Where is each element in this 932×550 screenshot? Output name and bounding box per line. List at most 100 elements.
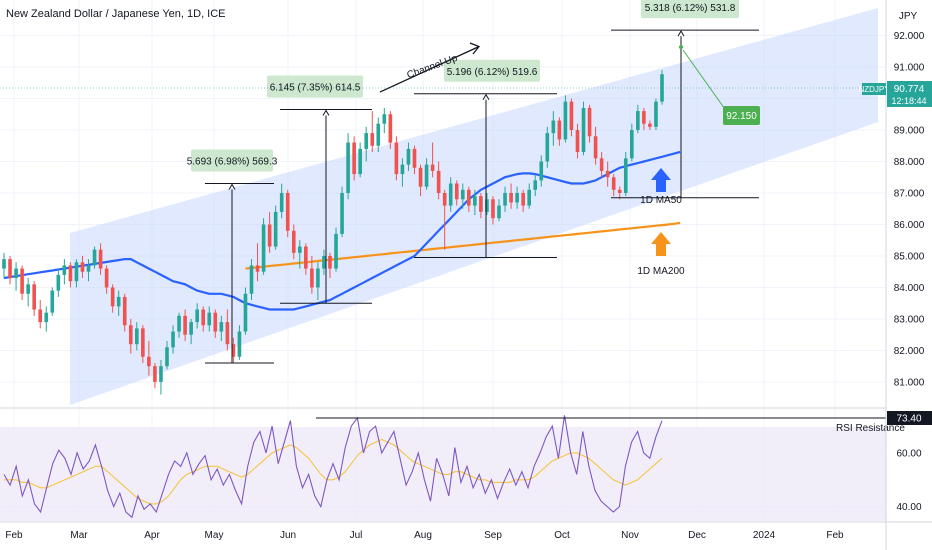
- candle-body: [569, 101, 574, 130]
- candle-body: [273, 211, 278, 247]
- candle-body: [442, 192, 447, 206]
- time-tick-label: May: [205, 530, 224, 541]
- rsi-line: [3, 415, 663, 519]
- price-tick-label: 87.000: [894, 188, 925, 199]
- candle-body: [8, 259, 12, 279]
- time-tick-label: 2024: [753, 530, 776, 541]
- price-tick-label: 88.000: [894, 157, 925, 168]
- measure-arrowhead: [677, 30, 685, 37]
- rsi-resistance: RSI Resistance: [316, 417, 905, 434]
- measure-label: 5.693 (6.98%) 569.3: [187, 157, 278, 168]
- ma50-label: 1D MA50: [640, 195, 682, 206]
- price-tick-label: 82.000: [894, 346, 925, 357]
- candle-body: [68, 265, 73, 282]
- measure-label-box: [444, 59, 540, 82]
- candle-body: [376, 123, 381, 146]
- candles: [2, 70, 664, 395]
- candle-body: [44, 312, 49, 323]
- candle-body: [116, 296, 121, 307]
- time-axis[interactable]: Feb Mar Apr May Jun Jul Aug Sep Oct Nov Dec 2024 Feb: [5, 530, 844, 541]
- candle-body: [183, 315, 187, 335]
- candle-body: [316, 268, 320, 288]
- measure-label-box: [641, 0, 739, 19]
- candle-body: [310, 268, 314, 288]
- channel-up-band: [70, 8, 878, 405]
- candle-body: [563, 101, 568, 140]
- ma200-line: [245, 221, 681, 270]
- candle-body: [575, 129, 580, 153]
- candle-body: [352, 142, 356, 175]
- candle-body: [56, 274, 61, 291]
- target-line: [682, 49, 728, 113]
- price-tick-label: 86.000: [894, 220, 925, 231]
- candle-body: [147, 356, 151, 367]
- candle-body: [454, 183, 459, 200]
- measure-label: 5.318 (6.12%) 531.8: [645, 3, 736, 14]
- rsi-axis[interactable]: 60.00 40.00: [896, 448, 921, 513]
- candle-body: [20, 268, 24, 294]
- candle-body: [394, 142, 399, 175]
- candle-body: [2, 259, 6, 269]
- last-price-tag: NZDJPY 90.774 12:18:44: [858, 81, 932, 107]
- ma200-annotation: 1D MA200: [637, 232, 685, 277]
- candle-body: [364, 133, 369, 149]
- candle-body: [545, 133, 550, 162]
- measure-label: 5.196 (6.12%) 519.6: [447, 67, 538, 78]
- time-tick-label: Aug: [414, 530, 432, 541]
- candle-body: [515, 192, 519, 203]
- candle-body: [424, 164, 429, 187]
- rsi-tick-label: 40.00: [896, 502, 921, 513]
- symbol-label: NZDJPY: [858, 85, 890, 94]
- time-tick-label: Feb: [5, 530, 23, 541]
- price-tick-label: 85.000: [894, 251, 925, 262]
- candle-body: [165, 347, 169, 367]
- candle-body: [430, 164, 435, 171]
- candle-body: [153, 366, 157, 382]
- ma50-line: [3, 150, 681, 311]
- rsi-ma-line: [4, 438, 663, 505]
- candle-body: [491, 199, 495, 219]
- candle-body: [334, 233, 338, 269]
- candle-body: [92, 249, 97, 266]
- candle-body: [460, 189, 465, 200]
- time-tick-label: Feb: [826, 530, 844, 541]
- ma200-label: 1D MA200: [637, 266, 685, 277]
- candle-body: [122, 296, 127, 326]
- rsi-tick-label: 60.00: [896, 448, 921, 459]
- candle-body: [593, 136, 598, 159]
- candle-body: [539, 161, 544, 181]
- candle-body: [382, 114, 387, 124]
- candle-body: [599, 158, 604, 171]
- candle-body: [86, 265, 91, 272]
- measure-arrowhead: [482, 93, 490, 101]
- measure-arrowhead: [228, 183, 236, 190]
- candle-body: [213, 312, 218, 332]
- candle-body: [642, 111, 646, 124]
- candle-body: [527, 189, 532, 206]
- candle-body: [605, 170, 610, 178]
- candle-body: [346, 142, 350, 193]
- measure-label-box: [267, 75, 363, 98]
- candle-body: [551, 120, 556, 134]
- candle-body: [388, 114, 393, 143]
- ma50-annotation: 1D MA50: [640, 168, 682, 206]
- candle-body: [255, 265, 260, 272]
- candle-body: [104, 268, 109, 288]
- candle-body: [62, 265, 67, 275]
- candle-body: [261, 224, 266, 272]
- time-tick-label: Sep: [484, 530, 502, 541]
- target-point: [679, 45, 683, 49]
- candle-body: [128, 325, 133, 345]
- price-tick-label: 92.000: [894, 31, 925, 42]
- candle-body: [141, 328, 145, 357]
- price-tick-label: 89.000: [894, 125, 925, 136]
- candle-body: [479, 196, 483, 212]
- candle-body: [219, 322, 224, 332]
- target-projection: 92.150: [679, 45, 760, 125]
- ma50-arrow-icon: [651, 168, 671, 192]
- target-box: [723, 106, 760, 125]
- candle-body: [291, 230, 296, 253]
- channel-up-arrowhead: [469, 42, 481, 55]
- time-tick-label: Dec: [688, 530, 706, 541]
